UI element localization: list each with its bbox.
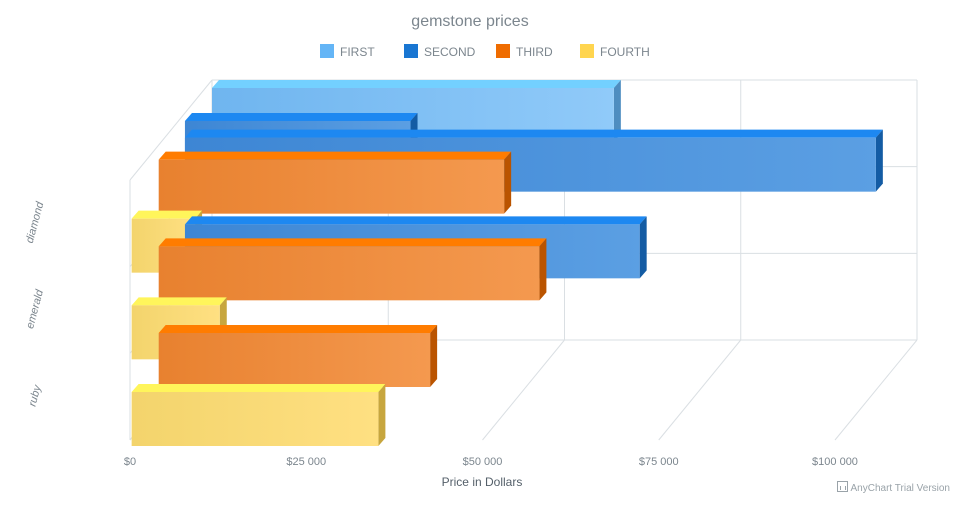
bar-top-face (158, 325, 438, 333)
bar-side-face (378, 384, 386, 446)
bar-top-face (158, 151, 512, 160)
bar-top-face (184, 216, 647, 225)
chart-title: gemstone prices (411, 13, 528, 30)
x-axis-ticks: $0 $25 000 $50 000 $75 000 $100 000 (124, 456, 858, 468)
grid-floor-line (658, 339, 742, 441)
y-axis-categories: diamond emerald ruby (24, 200, 47, 408)
bar-side-face (639, 216, 647, 279)
bar-top-face (184, 113, 418, 121)
bar-third[interactable] (158, 238, 547, 301)
bar-front-face (158, 159, 505, 214)
legend-label: FIRST (340, 45, 375, 59)
bar-side-face (430, 325, 438, 387)
legend-item-first[interactable]: FIRST (320, 44, 375, 59)
bar-front-face (158, 333, 431, 387)
grid-floor-line (482, 339, 565, 441)
bar-side-face (539, 238, 547, 301)
legend-swatch (496, 44, 510, 58)
x-tick-label: $0 (124, 456, 136, 468)
bar-side-face (504, 151, 512, 214)
x-axis-title: Price in Dollars (442, 475, 523, 489)
bar-third[interactable] (158, 325, 438, 387)
bars[interactable] (131, 80, 883, 446)
bar-top-face (184, 129, 883, 138)
legend-label: FOURTH (600, 45, 650, 59)
x-tick-label: $25 000 (286, 456, 326, 468)
bar-side-face (875, 129, 883, 192)
bar-third[interactable] (158, 151, 512, 214)
bar-top-face (131, 297, 227, 306)
legend-label: THIRD (516, 45, 553, 59)
bar-side-face (613, 80, 621, 142)
bar-top-face (158, 238, 547, 247)
legend-swatch (404, 44, 418, 58)
x-tick-label: $75 000 (639, 456, 679, 468)
category-label-ruby: ruby (27, 383, 45, 408)
x-tick-label: $50 000 (463, 456, 503, 468)
x-tick-label: $100 000 (812, 456, 858, 468)
legend-item-third[interactable]: THIRD (496, 44, 553, 59)
legend-swatch (320, 44, 334, 58)
category-label-emerald: emerald (24, 288, 46, 330)
legend-item-fourth[interactable]: FOURTH (580, 44, 650, 59)
legend-item-second[interactable]: SECOND (404, 44, 476, 59)
legend-label: SECOND (424, 45, 476, 59)
bar-front-face (131, 392, 379, 446)
bar-top-face (212, 80, 621, 88)
bar-top-face (131, 384, 386, 392)
grid-floor-line (834, 339, 918, 441)
grid-side-line (129, 79, 213, 181)
bar-top-face (131, 210, 203, 219)
credits-text: AnyChart Trial Version (850, 483, 951, 494)
bar-front-face (158, 246, 540, 301)
category-label-diamond: diamond (24, 200, 47, 245)
bar-fourth[interactable] (131, 384, 386, 446)
legend[interactable]: FIRST SECOND THIRD FOURTH (320, 44, 650, 59)
credits[interactable]: AnyChart Trial Version (836, 481, 951, 494)
chart-icon (836, 481, 848, 492)
legend-swatch (580, 44, 594, 58)
